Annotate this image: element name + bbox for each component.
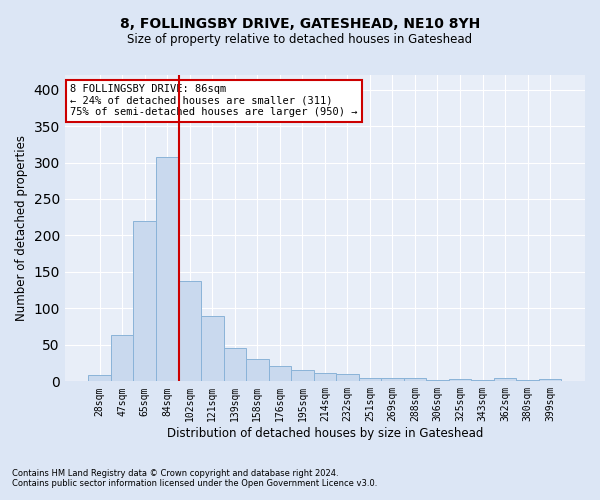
Bar [449, 379, 471, 382]
Bar [201, 316, 224, 382]
Y-axis label: Number of detached properties: Number of detached properties [15, 135, 28, 321]
Bar [111, 336, 133, 382]
Bar [517, 380, 539, 382]
Text: Contains HM Land Registry data © Crown copyright and database right 2024.: Contains HM Land Registry data © Crown c… [12, 468, 338, 477]
Text: Contains public sector information licensed under the Open Government Licence v3: Contains public sector information licen… [12, 478, 377, 488]
Bar [269, 366, 291, 382]
Bar [88, 376, 111, 382]
Text: 8 FOLLINGSBY DRIVE: 86sqm
← 24% of detached houses are smaller (311)
75% of semi: 8 FOLLINGSBY DRIVE: 86sqm ← 24% of detac… [70, 84, 358, 117]
Bar [179, 280, 201, 382]
Text: 8, FOLLINGSBY DRIVE, GATESHEAD, NE10 8YH: 8, FOLLINGSBY DRIVE, GATESHEAD, NE10 8YH [120, 18, 480, 32]
Bar [336, 374, 359, 382]
Bar [246, 360, 269, 382]
Bar [359, 378, 381, 382]
Bar [404, 378, 426, 382]
Bar [314, 374, 336, 382]
Bar [381, 378, 404, 382]
Bar [494, 378, 517, 382]
Bar [426, 380, 449, 382]
Text: Size of property relative to detached houses in Gateshead: Size of property relative to detached ho… [127, 32, 473, 46]
Bar [291, 370, 314, 382]
Bar [156, 158, 179, 382]
Bar [133, 221, 156, 382]
Bar [224, 348, 246, 382]
Bar [539, 379, 562, 382]
Bar [471, 380, 494, 382]
X-axis label: Distribution of detached houses by size in Gateshead: Distribution of detached houses by size … [167, 427, 483, 440]
